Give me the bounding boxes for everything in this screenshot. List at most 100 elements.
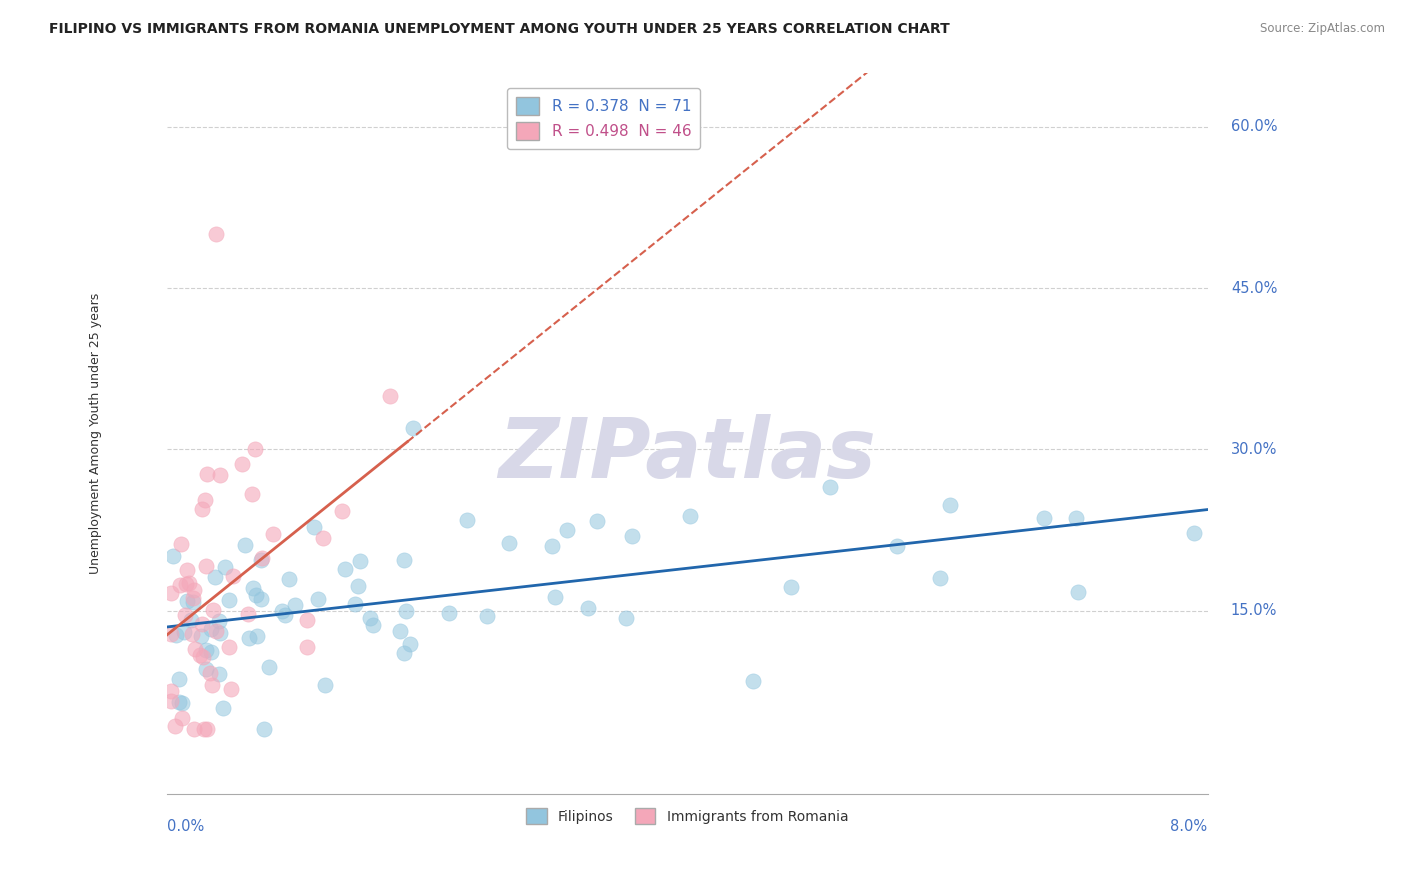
Point	[333, 562, 356, 576]
Point	[198, 666, 221, 681]
Point	[176, 594, 198, 608]
Text: 45.0%: 45.0%	[1230, 281, 1277, 295]
Point	[165, 628, 187, 642]
Point	[1032, 511, 1054, 525]
Point	[246, 629, 269, 643]
Point	[193, 722, 215, 736]
Point	[180, 614, 202, 628]
Point	[209, 468, 232, 483]
Point	[307, 591, 329, 606]
Point	[576, 601, 599, 615]
Point	[181, 626, 204, 640]
Point	[242, 487, 264, 501]
Point	[195, 558, 218, 573]
Point	[191, 502, 214, 516]
Point	[277, 572, 299, 586]
Point	[1184, 525, 1206, 540]
Point	[190, 629, 212, 643]
Text: 30.0%: 30.0%	[1230, 442, 1277, 457]
Point	[165, 719, 187, 733]
Point	[346, 579, 368, 593]
Point	[208, 666, 231, 681]
Point	[205, 624, 228, 639]
Point	[200, 622, 222, 636]
Point	[343, 597, 366, 611]
Point	[194, 662, 217, 676]
Point	[257, 660, 280, 674]
Point	[184, 641, 207, 656]
Point	[231, 457, 253, 471]
Point	[679, 508, 702, 523]
Point	[174, 577, 197, 591]
Point	[544, 590, 567, 604]
Point	[221, 681, 243, 696]
Point	[194, 492, 217, 507]
Point	[236, 607, 259, 621]
Point	[555, 523, 578, 537]
Point	[170, 537, 193, 551]
Point	[160, 585, 183, 599]
Point	[190, 648, 212, 663]
Point	[191, 616, 214, 631]
Point	[250, 550, 273, 565]
Point	[222, 569, 245, 583]
Text: 15.0%: 15.0%	[1230, 603, 1277, 618]
Point	[212, 701, 235, 715]
Point	[183, 722, 205, 736]
Point	[197, 722, 219, 736]
Point	[172, 696, 194, 710]
Point	[349, 554, 371, 568]
Point	[614, 611, 637, 625]
Point	[389, 624, 412, 638]
Point	[201, 678, 224, 692]
Point	[200, 645, 222, 659]
Point	[456, 513, 478, 527]
Point	[238, 631, 260, 645]
Point	[242, 581, 264, 595]
Point	[392, 646, 415, 660]
Point	[378, 389, 401, 403]
Point	[177, 575, 200, 590]
Point	[929, 571, 952, 585]
Point	[250, 553, 273, 567]
Point	[585, 514, 607, 528]
Text: ZIPatlas: ZIPatlas	[498, 415, 876, 495]
Point	[169, 578, 191, 592]
Point	[361, 618, 384, 632]
Point	[253, 722, 276, 736]
Text: 60.0%: 60.0%	[1230, 120, 1278, 135]
Point	[173, 624, 195, 639]
Point	[183, 582, 205, 597]
Point	[250, 592, 273, 607]
Point	[284, 598, 307, 612]
Point	[270, 604, 292, 618]
Point	[394, 552, 416, 566]
Text: 8.0%: 8.0%	[1170, 819, 1208, 834]
Point	[204, 569, 226, 583]
Point	[262, 527, 284, 541]
Text: Source: ZipAtlas.com: Source: ZipAtlas.com	[1260, 22, 1385, 36]
Point	[1064, 511, 1087, 525]
Point	[167, 672, 190, 686]
Point	[540, 539, 562, 553]
Point	[176, 563, 198, 577]
Point	[886, 540, 908, 554]
Point	[498, 536, 520, 550]
Point	[195, 467, 218, 481]
Point	[475, 609, 498, 624]
Point	[160, 684, 183, 698]
Point	[399, 637, 422, 651]
Point	[208, 625, 231, 640]
Point	[295, 613, 318, 627]
Point	[439, 606, 461, 620]
Point	[174, 608, 197, 623]
Point	[359, 611, 381, 625]
Text: FILIPINO VS IMMIGRANTS FROM ROMANIA UNEMPLOYMENT AMONG YOUTH UNDER 25 YEARS CORR: FILIPINO VS IMMIGRANTS FROM ROMANIA UNEM…	[49, 22, 950, 37]
Point	[167, 695, 190, 709]
Point	[218, 640, 240, 654]
Point	[330, 504, 353, 518]
Point	[274, 607, 297, 622]
Point	[195, 642, 218, 657]
Point	[314, 678, 336, 692]
Point	[818, 480, 841, 494]
